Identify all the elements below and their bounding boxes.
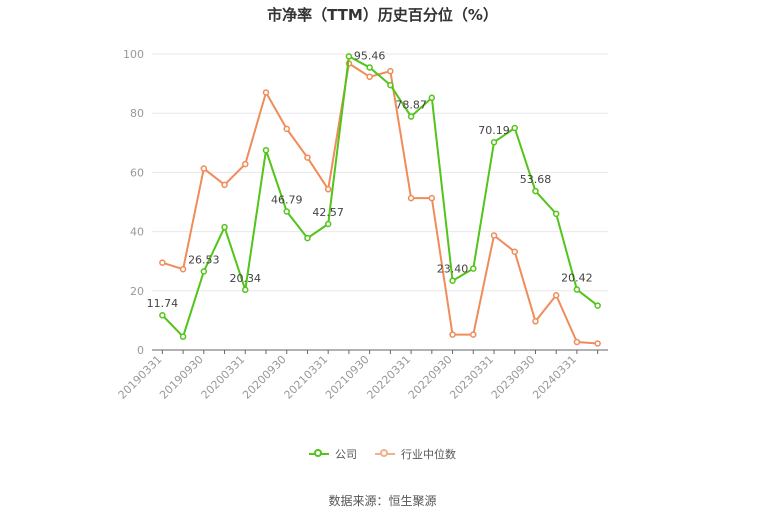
data-point-industry [407, 194, 415, 202]
y-tick-label: 0 [137, 344, 144, 357]
data-point-industry [594, 340, 601, 347]
data-label: 95.46 [354, 49, 386, 62]
data-point-company [511, 124, 518, 132]
x-tick-label: 20230930 [489, 353, 538, 402]
data-point-industry [573, 338, 581, 346]
data-point-company [179, 333, 187, 340]
x-tick-label: 20190930 [157, 353, 206, 402]
y-tick-label: 40 [130, 226, 144, 239]
data-point-industry [428, 194, 436, 202]
data-point-company [594, 302, 601, 309]
data-label: 11.74 [147, 297, 179, 310]
data-point-industry [366, 73, 373, 81]
data-point-industry [490, 232, 498, 239]
data-point-company [262, 146, 270, 154]
legend-label-industry: 行业中位数 [401, 448, 456, 461]
legend-swatch-industry [375, 449, 395, 459]
data-point-industry [304, 154, 311, 161]
y-tick-label: 100 [123, 48, 144, 61]
x-tick-label: 20230331 [447, 353, 496, 402]
x-tick-label: 20220331 [364, 353, 413, 402]
data-point-industry [221, 181, 228, 189]
data-label: 78.87 [395, 99, 427, 112]
x-tick-label: 20210930 [323, 353, 372, 402]
x-tick-label: 20200331 [199, 353, 248, 402]
y-tick-label: 80 [130, 107, 144, 120]
data-point-company [428, 94, 436, 102]
data-point-company [366, 64, 373, 71]
y-tick-label: 20 [130, 285, 144, 298]
legend-item-company[interactable]: 公司 [309, 446, 357, 462]
data-point-industry [262, 89, 270, 96]
data-source: 数据来源：恒生聚源 [328, 494, 437, 508]
y-tick-label: 60 [130, 166, 144, 179]
line-chart: 0 20 40 60 80 100 2019033120190930202003312020… [116, 48, 608, 402]
data-label: 42.57 [312, 206, 344, 219]
data-point-industry [532, 318, 539, 325]
data-point-company [345, 53, 353, 60]
data-point-company [552, 210, 560, 218]
data-point-company [532, 187, 539, 195]
data-label: 53.68 [520, 173, 552, 186]
data-point-company [159, 311, 166, 319]
data-point-company [387, 81, 394, 89]
data-point-industry [242, 160, 249, 168]
data-point-industry [159, 259, 166, 266]
series-line-industry [162, 62, 598, 345]
x-tick-label: 20220930 [406, 353, 455, 402]
x-tick-label: 20190331 [116, 353, 165, 402]
data-label: 70.19 [478, 124, 510, 137]
data-point-industry [324, 186, 332, 193]
data-point-industry [470, 331, 477, 338]
data-label: 20.42 [561, 272, 593, 285]
data-point-industry [511, 248, 518, 255]
data-point-company [449, 277, 456, 284]
data-point-company [407, 113, 415, 120]
data-point-company [200, 268, 208, 275]
legend-swatch-company [309, 449, 329, 459]
data-label: 26.53 [188, 253, 220, 266]
x-tick-label: 20200930 [240, 353, 289, 402]
data-point-industry [179, 265, 187, 273]
chart-legend: 公司 行业中位数 [0, 446, 765, 462]
data-point-industry [283, 125, 290, 133]
data-point-company [470, 265, 477, 272]
data-label: 46.79 [271, 194, 303, 207]
data-point-company [221, 223, 228, 231]
data-point-company [573, 286, 581, 293]
data-point-industry [200, 165, 208, 172]
data-point-company [242, 286, 249, 294]
data-point-company [304, 234, 311, 242]
series-line-company [161, 55, 599, 338]
data-label: 20.34 [230, 272, 262, 285]
data-point-company [324, 220, 332, 228]
x-tick-label: 20210331 [282, 353, 331, 402]
data-point-industry [552, 291, 560, 299]
x-tick-label: 20240331 [530, 353, 579, 402]
data-point-company [283, 208, 290, 215]
legend-label-company: 公司 [335, 448, 357, 461]
data-point-industry [449, 331, 456, 338]
legend-item-industry[interactable]: 行业中位数 [375, 446, 456, 462]
data-label: 23.40 [437, 263, 469, 276]
data-point-company [490, 138, 498, 146]
data-point-industry [387, 67, 394, 75]
chart-title: 市净率（TTM）历史百分位（%） [267, 6, 498, 24]
